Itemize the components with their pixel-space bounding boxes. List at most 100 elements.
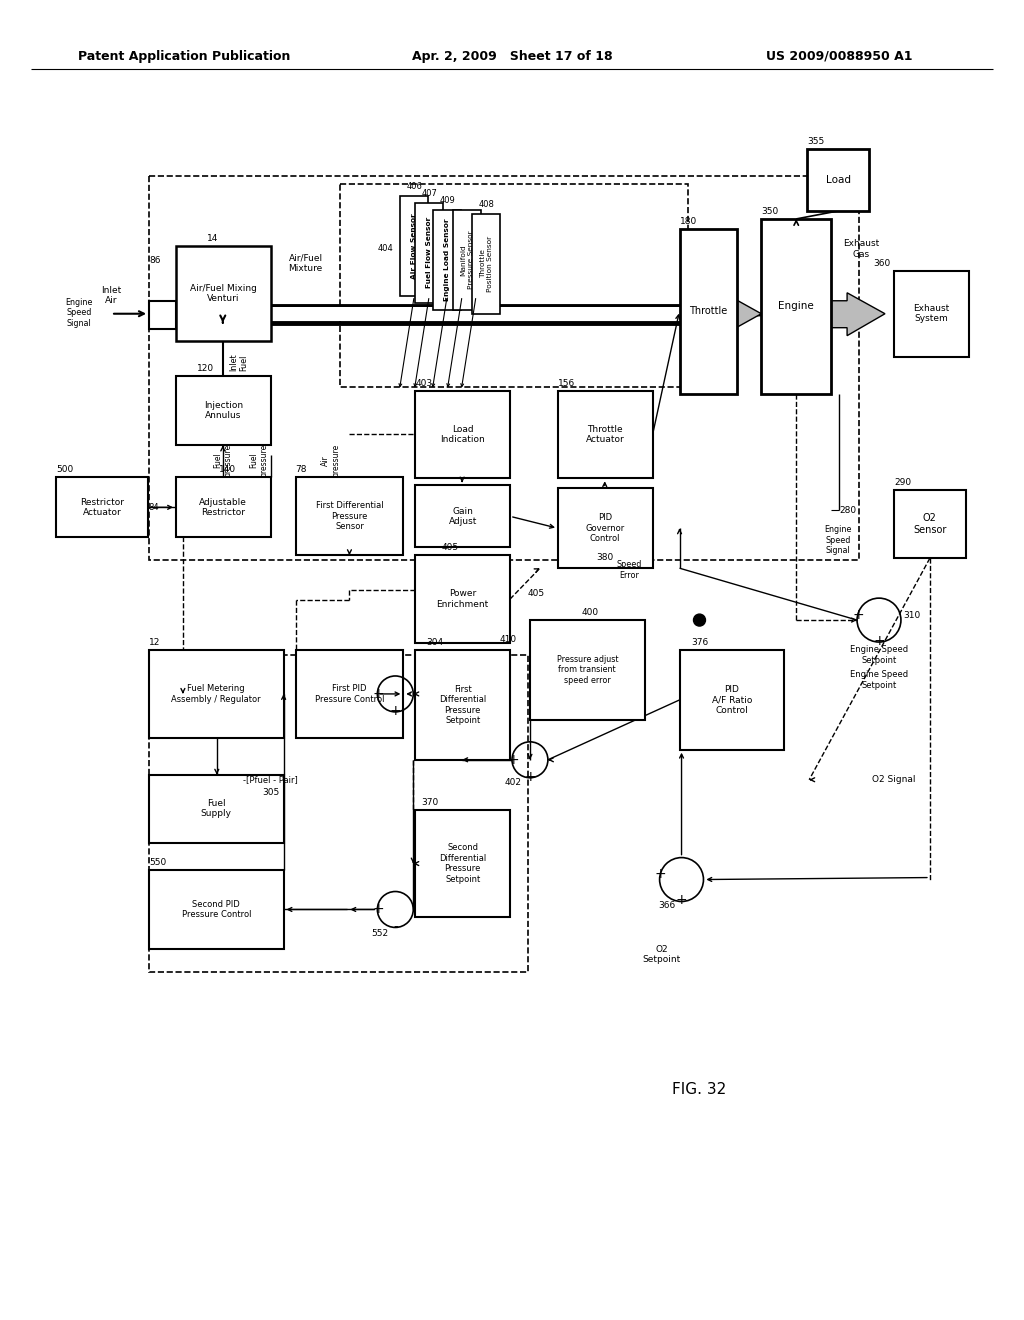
Text: 120: 120 (198, 363, 214, 372)
Bar (558, 488, 652, 568)
Text: 409: 409 (439, 195, 455, 205)
Bar (416, 203, 443, 302)
Bar (400, 195, 428, 296)
Text: +: + (852, 609, 864, 622)
Text: 403: 403 (416, 379, 432, 388)
Text: 360: 360 (873, 259, 891, 268)
Bar (176, 376, 270, 445)
Text: +: + (507, 752, 519, 767)
Text: Fuel Metering
Assembly / Regulator: Fuel Metering Assembly / Regulator (171, 684, 261, 704)
Text: 404: 404 (378, 244, 393, 253)
Text: Inlet
Air: Inlet Air (101, 286, 121, 305)
Bar (894, 271, 969, 356)
Bar (416, 391, 510, 478)
Text: 156: 156 (558, 379, 575, 388)
Text: Engine Load Sensor: Engine Load Sensor (444, 219, 451, 301)
Text: O2
Sensor: O2 Sensor (913, 513, 946, 535)
Text: 84: 84 (148, 503, 159, 512)
Bar (680, 228, 737, 393)
Bar (416, 649, 510, 760)
Text: Air/Fuel Mixing
Venturi: Air/Fuel Mixing Venturi (189, 284, 257, 304)
Text: +: + (389, 704, 401, 718)
Text: 180: 180 (680, 216, 696, 226)
Text: First Differential
Pressure
Sensor: First Differential Pressure Sensor (315, 502, 383, 531)
Text: +: + (373, 903, 384, 916)
Bar (56, 478, 148, 537)
Text: 408: 408 (478, 199, 494, 209)
Text: 355: 355 (807, 137, 824, 147)
Text: Pressure adjust
from transient
speed error: Pressure adjust from transient speed err… (557, 655, 618, 685)
Bar (296, 478, 403, 556)
Text: Throttle
Position Sensor: Throttle Position Sensor (479, 236, 493, 292)
Text: Engine Speed
Setpoint: Engine Speed Setpoint (850, 645, 908, 665)
Text: Air Flow Sensor: Air Flow Sensor (412, 213, 417, 279)
Bar (340, 183, 687, 387)
Bar (680, 649, 784, 750)
Text: PID
Governor
Control: PID Governor Control (586, 513, 625, 543)
Bar (148, 301, 176, 329)
Text: 405: 405 (441, 544, 459, 552)
Text: Engine Speed
Setpoint: Engine Speed Setpoint (850, 671, 908, 689)
Text: O2
Setpoint: O2 Setpoint (642, 945, 681, 964)
Bar (416, 486, 510, 548)
Text: Engine: Engine (778, 301, 814, 312)
Text: 407: 407 (421, 189, 437, 198)
Text: First PID
Pressure Control: First PID Pressure Control (314, 684, 384, 704)
Text: 290: 290 (894, 478, 911, 487)
Text: Engine
Speed
Signal: Engine Speed Signal (824, 525, 852, 556)
Text: 400: 400 (582, 609, 598, 616)
Text: Injection
Annulus: Injection Annulus (204, 401, 243, 420)
Text: 376: 376 (691, 638, 709, 647)
Bar (894, 490, 966, 558)
Bar (433, 210, 461, 310)
Text: Air
pressure: Air pressure (321, 444, 340, 477)
Text: 405: 405 (528, 589, 545, 598)
Text: Exhaust
System: Exhaust System (913, 304, 949, 323)
Text: Apr. 2, 2009   Sheet 17 of 18: Apr. 2, 2009 Sheet 17 of 18 (412, 50, 612, 63)
Text: Manifold
Pressure Sensor: Manifold Pressure Sensor (461, 231, 474, 289)
Bar (176, 246, 270, 341)
Polygon shape (691, 298, 761, 329)
Text: +: + (524, 770, 536, 784)
Text: 304: 304 (427, 638, 443, 647)
Text: -[Pfuel - Pair]: -[Pfuel - Pair] (244, 775, 298, 784)
Text: Fuel
pressure: Fuel pressure (213, 444, 232, 477)
Bar (148, 655, 528, 973)
Text: 14: 14 (207, 234, 218, 243)
Text: PID
A/F Ratio
Control: PID A/F Ratio Control (712, 685, 752, 715)
Text: 310: 310 (903, 611, 921, 619)
Text: 550: 550 (148, 858, 166, 866)
Bar (807, 149, 869, 211)
Bar (761, 219, 831, 393)
Text: Throttle: Throttle (689, 306, 728, 317)
Bar (148, 176, 859, 560)
Text: Patent Application Publication: Patent Application Publication (78, 50, 290, 63)
Bar (416, 809, 510, 917)
Text: Air/Fuel
Mixture: Air/Fuel Mixture (289, 253, 323, 272)
Text: 500: 500 (56, 466, 74, 474)
Bar (454, 210, 481, 310)
Bar (151, 308, 689, 321)
Text: 366: 366 (658, 902, 676, 911)
Text: 12: 12 (148, 638, 161, 647)
Bar (296, 649, 403, 738)
Text: Load: Load (825, 176, 851, 185)
Text: Speed
Error: Speed Error (617, 561, 642, 579)
Text: Fuel
pressure: Fuel pressure (249, 444, 268, 477)
Text: +: + (654, 866, 667, 880)
Bar (472, 214, 500, 314)
Bar (530, 620, 645, 719)
Text: Inlet
Fuel: Inlet Fuel (229, 354, 249, 371)
Text: 305: 305 (262, 788, 280, 797)
Polygon shape (799, 293, 885, 335)
Bar (558, 391, 652, 478)
Bar (416, 556, 510, 643)
Text: US 2009/0088950 A1: US 2009/0088950 A1 (766, 50, 912, 63)
Text: Second PID
Pressure Control: Second PID Pressure Control (181, 900, 251, 919)
Text: Engine
Speed
Signal: Engine Speed Signal (66, 298, 93, 327)
Text: FIG. 32: FIG. 32 (673, 1081, 727, 1097)
Text: Second
Differential
Pressure
Setpoint: Second Differential Pressure Setpoint (439, 843, 486, 883)
Text: 280: 280 (839, 506, 856, 515)
Text: 402: 402 (505, 777, 522, 787)
Bar (148, 870, 284, 949)
